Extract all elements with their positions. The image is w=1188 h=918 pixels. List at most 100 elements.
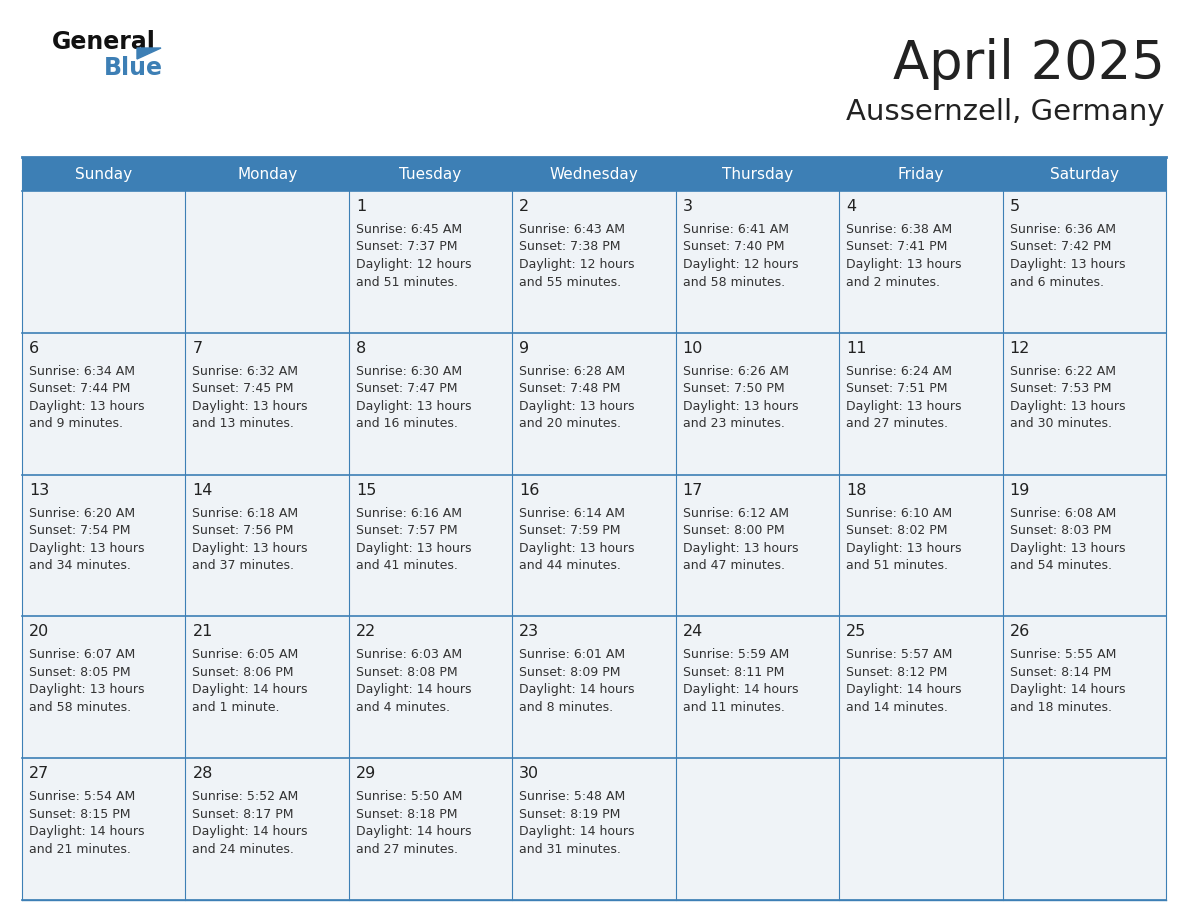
Text: Sunset: 7:48 PM: Sunset: 7:48 PM bbox=[519, 382, 621, 396]
Text: 11: 11 bbox=[846, 341, 866, 356]
Text: Sunrise: 6:10 AM: Sunrise: 6:10 AM bbox=[846, 507, 953, 520]
Text: Sunset: 7:37 PM: Sunset: 7:37 PM bbox=[356, 241, 457, 253]
Text: Sunrise: 6:08 AM: Sunrise: 6:08 AM bbox=[1010, 507, 1116, 520]
Bar bbox=[1003, 616, 1165, 758]
Text: and 51 minutes.: and 51 minutes. bbox=[846, 559, 948, 572]
Text: and 47 minutes.: and 47 minutes. bbox=[683, 559, 785, 572]
Text: Daylight: 13 hours: Daylight: 13 hours bbox=[846, 400, 961, 413]
Text: Sunrise: 6:32 AM: Sunrise: 6:32 AM bbox=[192, 364, 298, 378]
Text: and 20 minutes.: and 20 minutes. bbox=[519, 418, 621, 431]
Bar bbox=[512, 616, 676, 758]
Bar bbox=[349, 475, 512, 616]
Text: 23: 23 bbox=[519, 624, 539, 640]
Text: Sunrise: 6:30 AM: Sunrise: 6:30 AM bbox=[356, 364, 462, 378]
Text: Sunrise: 6:14 AM: Sunrise: 6:14 AM bbox=[519, 507, 625, 520]
Text: and 8 minutes.: and 8 minutes. bbox=[519, 701, 613, 714]
Text: and 55 minutes.: and 55 minutes. bbox=[519, 275, 621, 288]
Text: Sunset: 7:45 PM: Sunset: 7:45 PM bbox=[192, 382, 293, 396]
Text: Daylight: 13 hours: Daylight: 13 hours bbox=[356, 400, 472, 413]
Text: Daylight: 13 hours: Daylight: 13 hours bbox=[192, 542, 308, 554]
Text: Sunrise: 6:38 AM: Sunrise: 6:38 AM bbox=[846, 223, 953, 236]
Text: Sunset: 8:18 PM: Sunset: 8:18 PM bbox=[356, 808, 457, 821]
Text: and 44 minutes.: and 44 minutes. bbox=[519, 559, 621, 572]
Text: Sunset: 7:38 PM: Sunset: 7:38 PM bbox=[519, 241, 621, 253]
Text: and 1 minute.: and 1 minute. bbox=[192, 701, 280, 714]
Text: Sunset: 7:53 PM: Sunset: 7:53 PM bbox=[1010, 382, 1111, 396]
Text: Daylight: 13 hours: Daylight: 13 hours bbox=[846, 542, 961, 554]
Bar bbox=[349, 191, 512, 333]
Text: Sunday: Sunday bbox=[75, 166, 132, 182]
Text: 18: 18 bbox=[846, 483, 866, 498]
Text: Tuesday: Tuesday bbox=[399, 166, 462, 182]
Text: Sunrise: 5:48 AM: Sunrise: 5:48 AM bbox=[519, 790, 626, 803]
Bar bbox=[349, 616, 512, 758]
Text: 28: 28 bbox=[192, 767, 213, 781]
Text: Sunset: 7:54 PM: Sunset: 7:54 PM bbox=[29, 524, 131, 537]
Text: and 16 minutes.: and 16 minutes. bbox=[356, 418, 457, 431]
Bar bbox=[23, 191, 185, 333]
Text: and 41 minutes.: and 41 minutes. bbox=[356, 559, 457, 572]
Bar bbox=[1003, 333, 1165, 475]
Text: Sunset: 8:08 PM: Sunset: 8:08 PM bbox=[356, 666, 457, 679]
Text: 25: 25 bbox=[846, 624, 866, 640]
Text: Daylight: 12 hours: Daylight: 12 hours bbox=[356, 258, 472, 271]
Text: April 2025: April 2025 bbox=[893, 38, 1165, 90]
Bar bbox=[185, 758, 349, 900]
Text: 1: 1 bbox=[356, 199, 366, 214]
Text: Sunset: 8:02 PM: Sunset: 8:02 PM bbox=[846, 524, 948, 537]
Text: and 18 minutes.: and 18 minutes. bbox=[1010, 701, 1112, 714]
Text: 2: 2 bbox=[519, 199, 530, 214]
Text: and 4 minutes.: and 4 minutes. bbox=[356, 701, 450, 714]
Text: and 13 minutes.: and 13 minutes. bbox=[192, 418, 295, 431]
Text: and 54 minutes.: and 54 minutes. bbox=[1010, 559, 1112, 572]
Text: and 51 minutes.: and 51 minutes. bbox=[356, 275, 457, 288]
Bar bbox=[512, 475, 676, 616]
Text: Sunset: 7:47 PM: Sunset: 7:47 PM bbox=[356, 382, 457, 396]
Text: Sunset: 7:59 PM: Sunset: 7:59 PM bbox=[519, 524, 621, 537]
Text: and 21 minutes.: and 21 minutes. bbox=[29, 843, 131, 856]
Text: Daylight: 13 hours: Daylight: 13 hours bbox=[683, 542, 798, 554]
Text: Sunrise: 6:16 AM: Sunrise: 6:16 AM bbox=[356, 507, 462, 520]
Text: 27: 27 bbox=[29, 767, 49, 781]
Text: Blue: Blue bbox=[105, 56, 163, 80]
Text: Saturday: Saturday bbox=[1050, 166, 1119, 182]
Bar bbox=[23, 616, 185, 758]
Text: 8: 8 bbox=[356, 341, 366, 356]
Text: Daylight: 14 hours: Daylight: 14 hours bbox=[519, 683, 634, 697]
Text: Daylight: 12 hours: Daylight: 12 hours bbox=[683, 258, 798, 271]
Bar bbox=[512, 191, 676, 333]
Text: Sunset: 7:57 PM: Sunset: 7:57 PM bbox=[356, 524, 457, 537]
Text: Aussernzell, Germany: Aussernzell, Germany bbox=[846, 98, 1165, 126]
Text: Sunset: 8:11 PM: Sunset: 8:11 PM bbox=[683, 666, 784, 679]
Text: and 23 minutes.: and 23 minutes. bbox=[683, 418, 784, 431]
Text: 15: 15 bbox=[356, 483, 377, 498]
Bar bbox=[839, 758, 1003, 900]
Text: Daylight: 14 hours: Daylight: 14 hours bbox=[683, 683, 798, 697]
Text: Sunrise: 5:59 AM: Sunrise: 5:59 AM bbox=[683, 648, 789, 661]
Text: Sunset: 8:19 PM: Sunset: 8:19 PM bbox=[519, 808, 620, 821]
Text: Daylight: 14 hours: Daylight: 14 hours bbox=[519, 825, 634, 838]
Text: Daylight: 13 hours: Daylight: 13 hours bbox=[1010, 258, 1125, 271]
Text: and 31 minutes.: and 31 minutes. bbox=[519, 843, 621, 856]
Text: 12: 12 bbox=[1010, 341, 1030, 356]
Bar bbox=[839, 333, 1003, 475]
Text: and 34 minutes.: and 34 minutes. bbox=[29, 559, 131, 572]
Bar bbox=[1003, 191, 1165, 333]
Bar bbox=[676, 758, 839, 900]
Text: Sunset: 7:51 PM: Sunset: 7:51 PM bbox=[846, 382, 948, 396]
Text: Daylight: 13 hours: Daylight: 13 hours bbox=[356, 542, 472, 554]
Text: Sunset: 8:03 PM: Sunset: 8:03 PM bbox=[1010, 524, 1111, 537]
Bar bbox=[349, 333, 512, 475]
Text: Daylight: 14 hours: Daylight: 14 hours bbox=[846, 683, 961, 697]
Text: Sunset: 7:40 PM: Sunset: 7:40 PM bbox=[683, 241, 784, 253]
Text: 24: 24 bbox=[683, 624, 703, 640]
Text: Sunrise: 5:57 AM: Sunrise: 5:57 AM bbox=[846, 648, 953, 661]
Text: and 24 minutes.: and 24 minutes. bbox=[192, 843, 295, 856]
Text: Sunset: 8:00 PM: Sunset: 8:00 PM bbox=[683, 524, 784, 537]
Bar bbox=[23, 157, 1165, 191]
Text: Sunrise: 6:01 AM: Sunrise: 6:01 AM bbox=[519, 648, 625, 661]
Text: 3: 3 bbox=[683, 199, 693, 214]
Bar bbox=[676, 475, 839, 616]
Text: Daylight: 13 hours: Daylight: 13 hours bbox=[1010, 542, 1125, 554]
Bar bbox=[185, 616, 349, 758]
